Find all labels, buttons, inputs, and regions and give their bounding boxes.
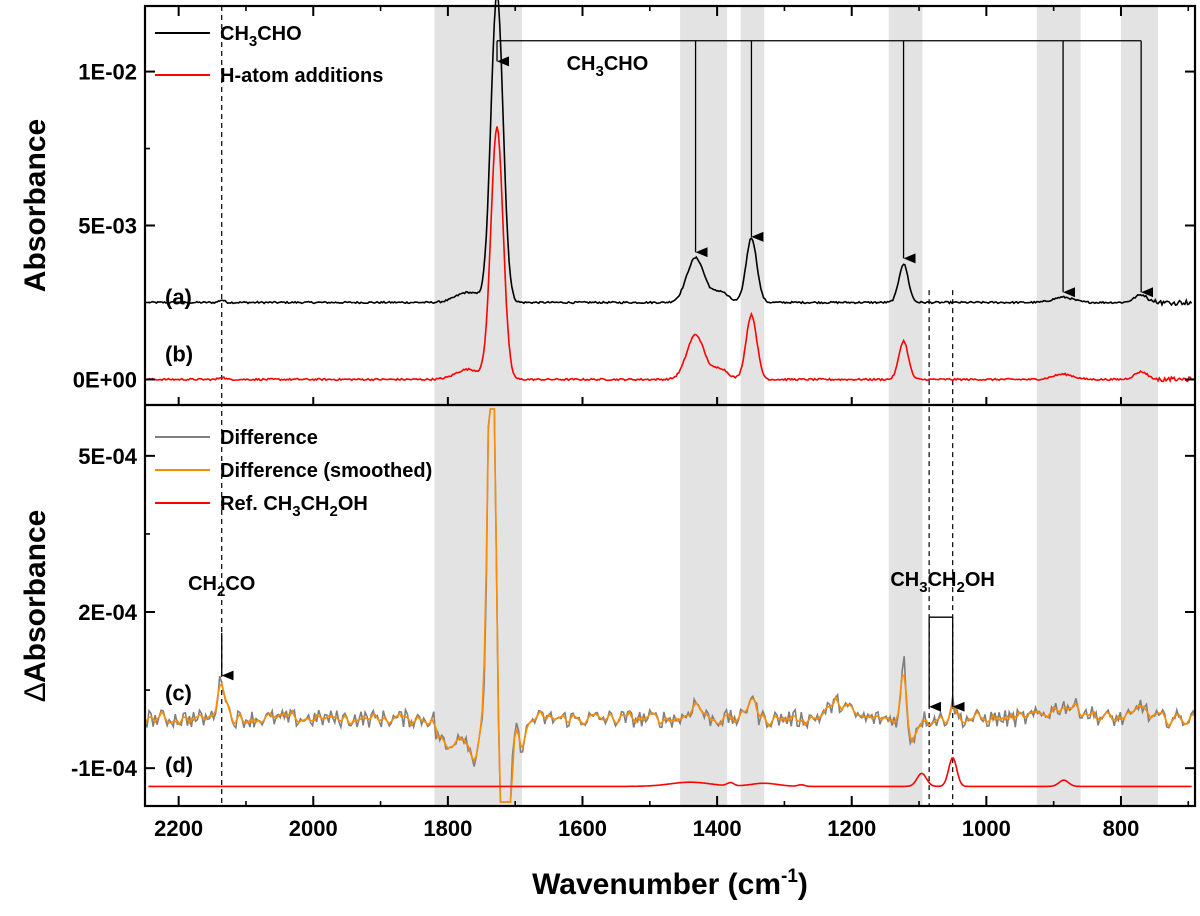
annotation-ch2co-part: 2 [217,583,225,600]
legend-label-part: Ref. CH [220,493,292,515]
legend-label-part: CH [301,493,330,515]
annotation-ch2co-part: CO [225,573,255,595]
bottom-y-tick-label: 5E-04 [78,444,137,469]
legend-label-part: 3 [292,503,300,520]
x-tick-label: 2200 [154,816,203,841]
legend-label-part: 3 [249,33,257,50]
legend-label-part: CHO [257,23,301,45]
annotation-ch3cho-part: CH [567,53,596,75]
annotation-ethanol-part: 2 [956,579,964,596]
legend-label-part: 2 [329,503,337,520]
annotation-ethanol: CH3CH2OH [890,569,994,596]
annotation-ethanol-part: CH [928,569,957,591]
annotation-ch3cho: CH3CHO [567,53,649,80]
top-y-tick-label: 1E-02 [78,60,137,85]
bottom-y-axis-title: ∆Absorbance [19,510,52,702]
legend-label: Ref. CH3CH2OH [220,493,368,520]
x-axis-title-part: ) [798,868,808,901]
delta-symbol: ∆ [19,682,52,701]
legend-label-part: CH [220,23,249,45]
legend-label: Difference [220,427,318,449]
series-line-h-atom-additions [148,126,1193,384]
panel-label: (d) [165,752,193,777]
panel-label: (a) [165,284,192,309]
top-y-tick-label: 5E-03 [78,214,137,239]
legend-label-part: Difference [220,427,318,449]
bottom-y-axis-title-text: Absorbance [19,510,52,683]
panel-label: (b) [165,341,193,366]
top-y-tick-label: 0E+00 [73,367,137,392]
x-tick-label: 2000 [289,816,338,841]
legend-label: CH3CHO [220,23,302,50]
x-tick-label: 1400 [693,816,742,841]
x-tick-label: 1200 [827,816,876,841]
top-y-axis-title: Absorbance [19,119,52,292]
legend-label-part: Difference (smoothed) [220,460,432,482]
annotation-ch2co: CH2CO [188,573,255,600]
legend-label-part: OH [338,493,368,515]
axis-labels: Wavenumber (cm-1)Absorbance∆Absorbance(a… [19,119,808,901]
annotation-ethanol-part: 3 [919,579,927,596]
annotation-ch3cho-part: 3 [595,63,603,80]
bottom-y-tick-label: 2E-04 [78,600,137,625]
x-axis-title-part: -1 [781,866,798,887]
spectra-series [144,0,1196,803]
bottom-y-tick-label: -1E-04 [71,756,138,781]
x-axis-title: Wavenumber (cm-1) [532,866,808,901]
axis-ticks: 2200 2000 1800 1600 1400 1200 1000 800 0E+00 5E-0… [71,6,1195,841]
annotation-ch2co-part: CH [188,573,217,595]
x-tick-label: 1800 [423,816,472,841]
annotation-ethanol-part: CH [890,569,919,591]
panel-label: (c) [165,681,192,706]
plot-frame [143,4,1197,808]
series-line-ref-ethanol [148,757,1192,788]
series-line-difference-smoothed [144,408,1196,803]
annotation-ch3cho-part: CHO [604,53,648,75]
x-tick-label: 1000 [962,816,1011,841]
x-axis-title-part: Wavenumber (cm [532,868,781,901]
x-tick-label: 800 [1103,816,1140,841]
series-line-ch3cho [148,0,1193,308]
legend-label: Difference (smoothed) [220,460,432,482]
annotation-ethanol-part: OH [965,569,995,591]
legend-label: H-atom additions [220,65,383,87]
series-line-difference [144,408,1196,803]
legend-label-part: H-atom additions [220,65,383,87]
x-tick-label: 1600 [558,816,607,841]
